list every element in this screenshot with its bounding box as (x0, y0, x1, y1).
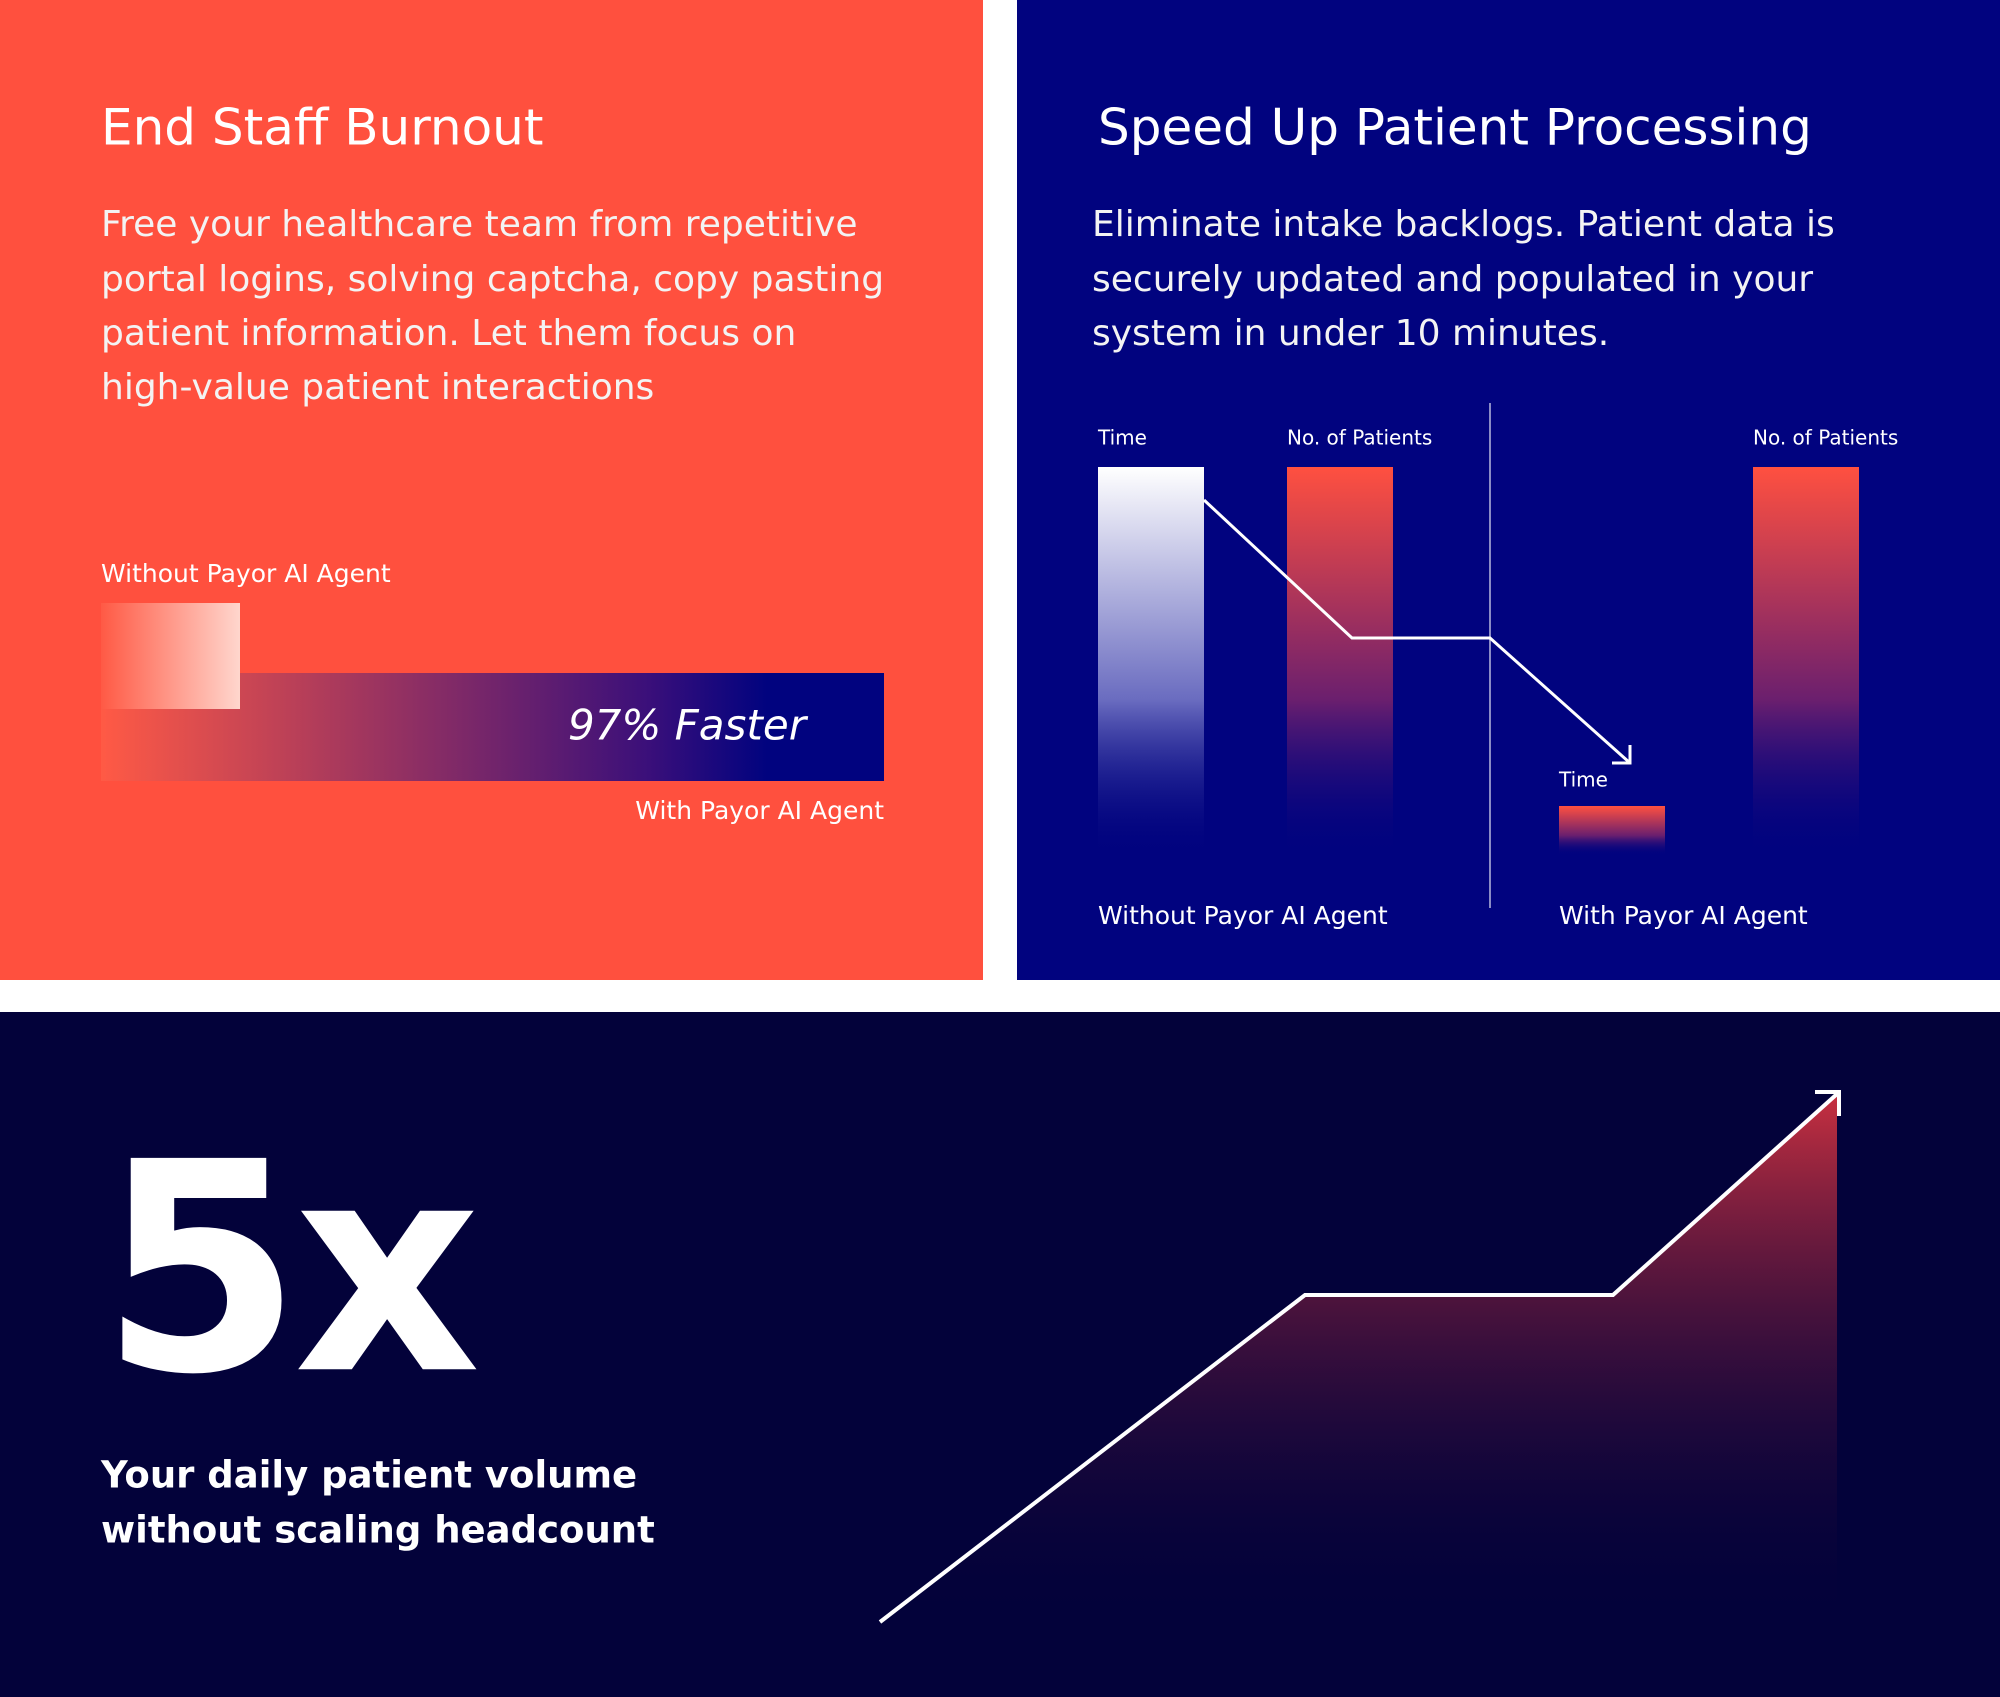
bar-label: Time (1558, 768, 1608, 792)
group-label: Without Payor AI Agent (1098, 901, 1388, 930)
body-line: high-value patient interactions (101, 367, 654, 408)
headline: 5x (100, 1101, 480, 1438)
bar-label: Time (1097, 426, 1147, 450)
body-line: system in under 10 minutes. (1092, 313, 1609, 354)
bar-label: 97% Faster (568, 701, 809, 750)
bar-label: No. of Patients (1287, 426, 1432, 450)
left-panel (0, 0, 983, 980)
bar (1559, 806, 1665, 855)
bar (101, 603, 240, 709)
title: End Staff Burnout (101, 99, 543, 157)
arrow-head (1612, 745, 1632, 765)
bar (1753, 467, 1859, 855)
title: Speed Up Patient Processing (1098, 99, 1812, 157)
bar-label: No. of Patients (1753, 426, 1898, 450)
area (880, 1094, 1837, 1622)
body-line: securely updated and populated in your (1092, 259, 1813, 300)
bar (1287, 467, 1393, 855)
body-line: Free your healthcare team from repetitiv… (101, 204, 858, 245)
growth-line (878, 1092, 1839, 1624)
arrow-head (1815, 1090, 1841, 1116)
caption-line: without scaling headcount (101, 1509, 655, 1552)
trend-line (1202, 498, 1631, 765)
group-label: With Payor AI Agent (1559, 901, 1808, 930)
body-line: Eliminate intake backlogs. Patient data … (1092, 204, 1835, 245)
body-line: patient information. Let them focus on (101, 313, 796, 354)
bar (1098, 467, 1204, 855)
label: With Payor AI Agent (635, 796, 884, 825)
body-line: portal logins, solving captcha, copy pas… (101, 259, 884, 300)
label: Without Payor AI Agent (101, 559, 391, 588)
caption-line: Your daily patient volume (100, 1454, 637, 1497)
